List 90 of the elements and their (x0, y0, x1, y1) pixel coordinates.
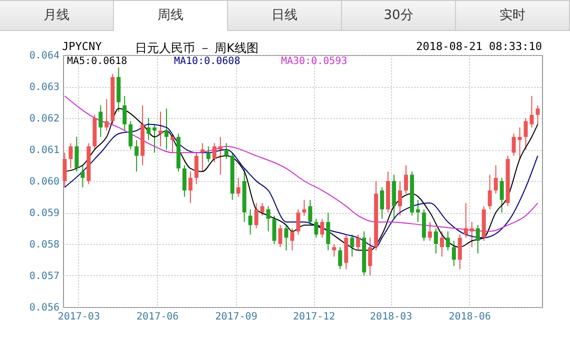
candlestick (98, 104, 103, 138)
y-tick-label: 0.060 (29, 176, 60, 188)
candlestick (290, 228, 294, 251)
candlestick (350, 234, 354, 258)
candlestick (152, 124, 157, 154)
candlestick (146, 118, 151, 141)
candlestick (464, 202, 468, 238)
candlestick (524, 118, 528, 150)
text: 实时 (456, 0, 570, 31)
candlestick (104, 98, 109, 132)
candlestick (122, 95, 127, 132)
candlestick (260, 202, 264, 216)
y-tick-label: 0.064 (29, 50, 60, 62)
candlestick (320, 218, 324, 238)
x-tick-label: 2017-09 (215, 312, 258, 322)
y-tick-label: 0.057 (29, 271, 60, 282)
x-tick-label: 2018-03 (370, 312, 412, 322)
candlestick (404, 164, 408, 194)
y-tick-label: 0.061 (29, 145, 60, 156)
candlestick (200, 142, 204, 172)
x-tick-label: 2017-06 (136, 312, 179, 322)
line-series (64, 95, 538, 232)
candlestick (74, 136, 79, 172)
candlestick (398, 180, 402, 216)
y-tick-label: 0.059 (29, 208, 60, 219)
candlestick (458, 234, 462, 270)
candlestick (170, 133, 174, 154)
candlestick (536, 104, 540, 125)
candlestick (488, 174, 492, 210)
text: 日线 (228, 0, 342, 31)
candlestick (278, 224, 282, 248)
candlestick (158, 111, 163, 147)
candlestick (476, 224, 480, 254)
candlestick (206, 146, 210, 163)
candlestick (452, 240, 456, 267)
candlestick (338, 246, 342, 270)
candlestick (428, 221, 432, 242)
candlestick (296, 208, 300, 236)
candlestick (236, 177, 240, 198)
candlestick (368, 237, 372, 276)
y-tick-label: 0.062 (29, 114, 60, 124)
x-tick-label: 2017-03 (58, 312, 100, 322)
candlestick (164, 108, 168, 150)
candlestick (68, 142, 73, 169)
candlestick (128, 120, 133, 150)
candlestick (326, 212, 330, 251)
candlestick (332, 244, 336, 258)
text: 月线 (0, 0, 114, 31)
candlestick (194, 152, 198, 185)
candlestick (248, 208, 252, 236)
text: 30分 (342, 0, 456, 31)
candlestick (272, 215, 276, 244)
candlestick (512, 133, 516, 156)
candlestick (266, 206, 270, 232)
candlestick (188, 171, 192, 204)
text: 周线 (114, 0, 228, 31)
candlestick (62, 152, 67, 188)
candlestick (284, 224, 288, 251)
text: 2018-08-21 08:33:10 (416, 40, 542, 53)
candlestick (302, 199, 306, 216)
y-tick-label: 0.063 (29, 82, 60, 93)
text: MA5:0.0618 (67, 56, 128, 67)
candlestick (440, 230, 444, 258)
candlestick (254, 202, 258, 229)
y-tick-label: 0.058 (29, 240, 60, 250)
candlestick (446, 230, 450, 251)
candlestick (416, 199, 420, 222)
candlestick (224, 142, 228, 160)
candlestick (80, 164, 85, 188)
candlestick (134, 140, 139, 172)
candlestick (518, 126, 522, 160)
chart-title: 日元人民币 － 周K线图 (135, 40, 258, 56)
candlestick (470, 221, 474, 248)
candlestick (182, 164, 186, 198)
y-tick-label: 0.056 (29, 302, 60, 314)
candlestick (218, 136, 222, 176)
candlestick (434, 228, 438, 254)
candlestick (530, 95, 534, 128)
text: MA30:0.0593 (281, 56, 348, 67)
x-tick-label: 2017-12 (293, 312, 336, 322)
candlestick (356, 234, 360, 251)
x-tick-label: 2018-06 (448, 312, 491, 322)
candlestick (380, 186, 384, 220)
candlestick (500, 177, 504, 213)
text: MA10:0.0608 (174, 56, 240, 67)
candlestick (212, 142, 216, 163)
candlestick (494, 164, 498, 194)
candlestick (314, 218, 318, 238)
chart-subtitle: JPYCNY (62, 40, 102, 53)
candlestick (308, 199, 312, 226)
